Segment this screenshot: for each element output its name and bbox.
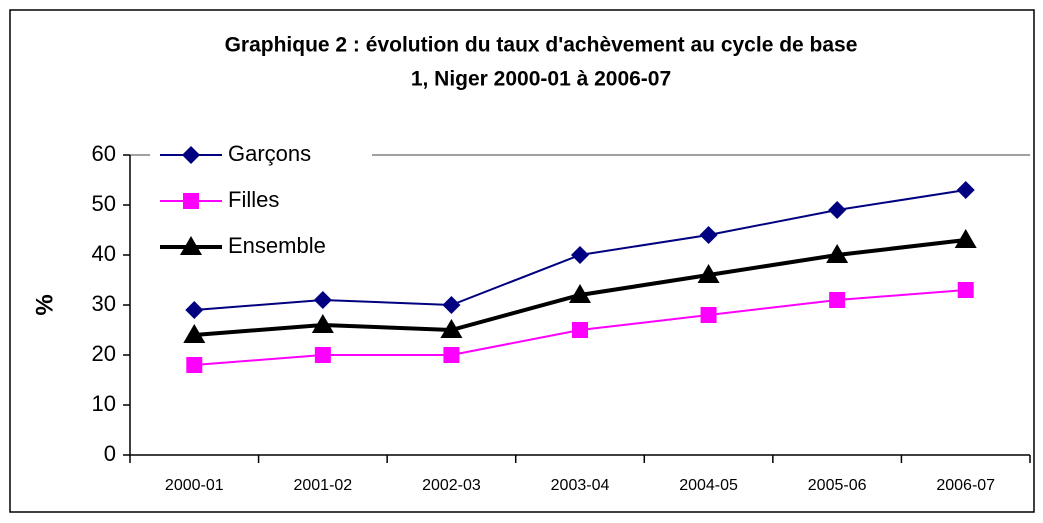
legend-marker xyxy=(183,193,199,209)
y-tick-label: 50 xyxy=(92,191,116,216)
legend-marker xyxy=(180,236,202,255)
x-tick-label: 2005-06 xyxy=(808,477,867,494)
data-point xyxy=(185,301,204,319)
data-point xyxy=(571,246,589,264)
data-point xyxy=(313,291,332,309)
y-tick-label: 30 xyxy=(92,291,116,316)
x-tick-label: 2003-04 xyxy=(551,477,610,494)
data-point xyxy=(311,314,334,333)
data-point xyxy=(697,264,720,283)
legend-label: Ensemble xyxy=(228,233,326,258)
y-tick-label: 10 xyxy=(92,391,116,416)
chart-title: 1, Niger 2000-01 à 2006-07 xyxy=(411,68,671,91)
data-point xyxy=(572,322,588,338)
data-point xyxy=(954,229,977,248)
x-tick-label: 2000-01 xyxy=(165,477,224,494)
data-point xyxy=(183,324,206,343)
y-tick-label: 20 xyxy=(92,341,116,366)
legend-marker xyxy=(182,146,200,164)
x-tick-label: 2002-03 xyxy=(422,477,481,494)
y-axis-label: % xyxy=(31,294,58,315)
x-tick-label: 2004-05 xyxy=(679,477,738,494)
y-tick-label: 40 xyxy=(92,241,116,266)
data-point xyxy=(957,282,974,298)
data-point xyxy=(828,201,847,219)
y-tick-label: 60 xyxy=(92,141,116,166)
data-point xyxy=(186,357,203,373)
data-point xyxy=(442,296,461,314)
y-tick-label: 0 xyxy=(104,441,116,466)
data-point xyxy=(314,347,331,363)
x-tick-label: 2006-07 xyxy=(936,477,995,494)
chart-title: Graphique 2 : évolution du taux d'achève… xyxy=(225,34,858,57)
data-point xyxy=(699,226,718,244)
legend-label: Filles xyxy=(228,187,279,212)
data-point xyxy=(443,347,460,363)
data-point xyxy=(826,244,849,263)
data-point xyxy=(829,292,846,308)
legend-label: Garçons xyxy=(228,141,311,166)
data-point xyxy=(440,319,463,338)
x-tick-label: 2001-02 xyxy=(293,477,352,494)
data-point xyxy=(569,284,591,303)
data-point xyxy=(700,307,717,323)
data-point xyxy=(956,181,975,199)
